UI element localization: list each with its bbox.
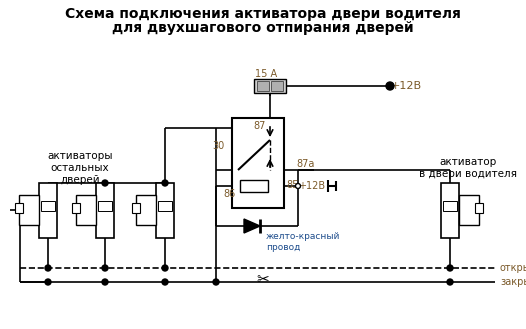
Bar [271,81,283,91]
Bar [443,201,457,211]
Text: +12В: +12В [298,181,326,191]
Bar [240,180,268,192]
Text: 87а: 87а [296,159,315,169]
Text: открыть: открыть [500,263,526,273]
Bar [72,203,80,213]
Polygon shape [244,219,260,233]
Text: 85: 85 [286,180,298,190]
Bar [15,203,23,213]
Bar [98,201,112,211]
Circle shape [162,265,168,271]
Text: желто-красный
провод: желто-красный провод [266,232,340,252]
Circle shape [213,279,219,285]
Text: для двухшагового отпирания дверей: для двухшагового отпирания дверей [112,21,414,35]
Text: ✂: ✂ [257,272,269,288]
Bar [475,203,483,213]
Circle shape [102,180,108,186]
Text: Схема подключения активатора двери водителя: Схема подключения активатора двери водит… [65,7,461,21]
Bar [158,201,172,211]
Bar [19,195,39,225]
Text: 15 А: 15 А [255,69,277,79]
Bar [132,203,140,213]
Bar [254,79,286,93]
Circle shape [45,279,51,285]
Bar [156,183,174,238]
Text: 86: 86 [223,189,235,199]
Bar [41,201,55,211]
Circle shape [102,265,108,271]
Circle shape [386,82,394,90]
Text: закрыть: закрыть [500,277,526,287]
Bar [136,195,156,225]
Bar [96,183,114,238]
Bar [76,195,96,225]
Bar [257,81,269,91]
Text: 87: 87 [254,121,266,131]
Bar [459,195,479,225]
Circle shape [162,180,168,186]
Bar [441,183,459,238]
Circle shape [102,279,108,285]
Circle shape [447,265,453,271]
Circle shape [162,279,168,285]
Circle shape [296,184,300,189]
Text: активатор
в двери водителя: активатор в двери водителя [419,157,517,179]
Bar [232,118,284,208]
Text: 30: 30 [212,141,224,151]
Bar [39,183,57,238]
Text: +12В: +12В [390,81,421,91]
Circle shape [447,279,453,285]
Text: активаторы
остальных
дверей: активаторы остальных дверей [47,151,113,185]
Circle shape [45,265,51,271]
